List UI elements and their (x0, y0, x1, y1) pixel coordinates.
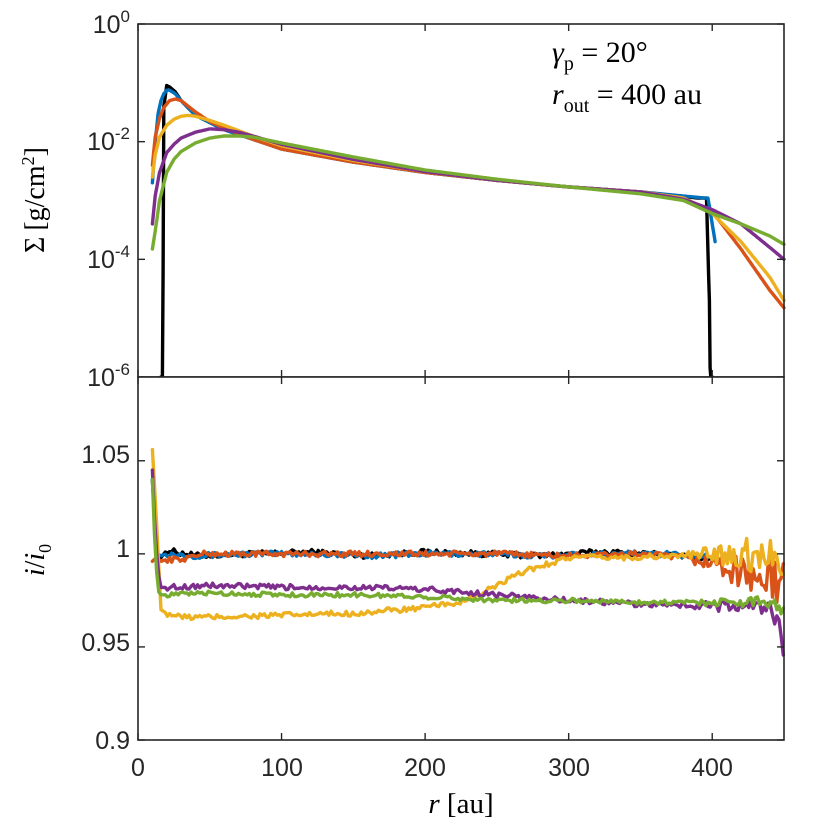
top-ytick-labels: 100 10-2 10-4 10-6 (87, 7, 130, 392)
bottom-ytick-label-1.05: 1.05 (81, 441, 130, 469)
bottom-series-purple (150, 468, 785, 657)
annotation-gamma: γp = 20° (552, 36, 648, 75)
top-series-group (150, 83, 786, 379)
top-ylabel: Σ[g/cm2] (18, 147, 51, 253)
top-ytick-label-2: 10-4 (87, 242, 130, 274)
top-series-green (150, 134, 786, 251)
top-ytick-label-0: 100 (93, 7, 130, 39)
bottom-axes-frame (137, 376, 785, 741)
xtick-label-300: 300 (548, 754, 590, 782)
bottom-panel: 1.05 1 0.95 0.9 0 100 200 300 400 i/i0 r… (20, 376, 785, 820)
top-ytick-label-1: 10-2 (87, 124, 130, 156)
bottom-xtick-labels: 0 100 200 300 400 (131, 754, 733, 782)
top-ytick-label-3: 10-6 (87, 360, 130, 392)
xtick-label-400: 400 (691, 754, 733, 782)
xtick-label-200: 200 (404, 754, 446, 782)
bottom-ylabel: i/i0 (20, 544, 55, 576)
xtick-label-100: 100 (261, 754, 303, 782)
top-panel: 100 10-2 10-4 10-6 Σ[g/cm2] γp = 20° rou… (18, 7, 786, 392)
bottom-ytick-label-0.95: 0.95 (81, 629, 130, 657)
bottom-ytick-labels: 1.05 1 0.95 0.9 (81, 441, 130, 755)
bottom-series-group (150, 447, 785, 657)
bottom-series-orange (150, 549, 785, 605)
xlabel: r [au] (428, 788, 493, 820)
bottom-ytick-label-0.9: 0.9 (95, 727, 130, 755)
bottom-series-green (150, 477, 785, 616)
xtick-label-0: 0 (131, 754, 145, 782)
bottom-ytick-label-1: 1 (116, 535, 130, 563)
annotation-r-out: rout = 400 au (552, 78, 702, 117)
bottom-axes-background (138, 377, 784, 740)
